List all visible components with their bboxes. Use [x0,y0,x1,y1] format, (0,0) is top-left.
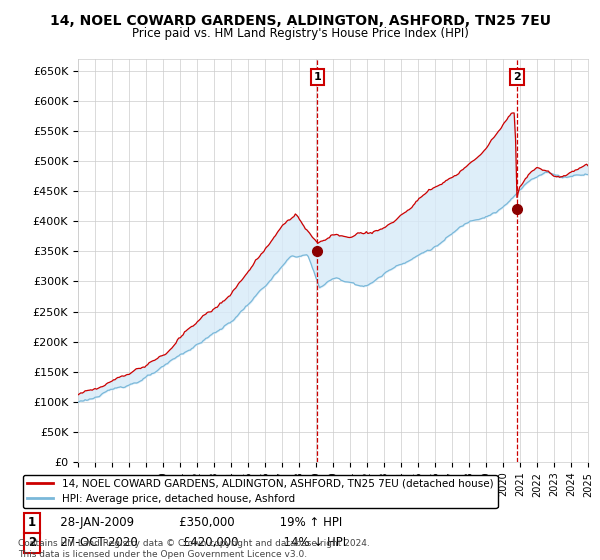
Text: 2: 2 [28,536,36,549]
Text: 14, NOEL COWARD GARDENS, ALDINGTON, ASHFORD, TN25 7EU: 14, NOEL COWARD GARDENS, ALDINGTON, ASHF… [49,14,551,28]
Text: 1: 1 [313,72,321,82]
Text: 1: 1 [28,516,36,529]
Text: 28-JAN-2009            £350,000            19% ↑ HPI: 28-JAN-2009 £350,000 19% ↑ HPI [49,516,342,529]
Text: Price paid vs. HM Land Registry's House Price Index (HPI): Price paid vs. HM Land Registry's House … [131,27,469,40]
Legend: 14, NOEL COWARD GARDENS, ALDINGTON, ASHFORD, TN25 7EU (detached house), HPI: Ave: 14, NOEL COWARD GARDENS, ALDINGTON, ASHF… [23,475,497,508]
Text: 27-OCT-2020            £420,000            14% ↓ HPI: 27-OCT-2020 £420,000 14% ↓ HPI [49,536,346,549]
Text: Contains HM Land Registry data © Crown copyright and database right 2024.
This d: Contains HM Land Registry data © Crown c… [18,539,370,559]
Text: 2: 2 [513,72,521,82]
